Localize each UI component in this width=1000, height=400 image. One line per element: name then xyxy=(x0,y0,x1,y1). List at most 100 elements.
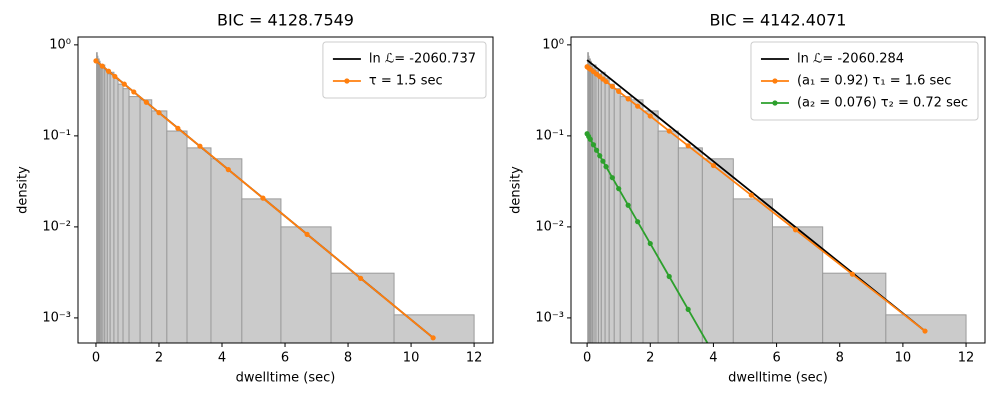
marker xyxy=(625,202,631,208)
legend-label: (a₁ = 0.92) τ₁ = 1.6 sec xyxy=(797,74,951,89)
x-tick-label: 0 xyxy=(92,351,100,366)
legend-marker xyxy=(772,78,778,84)
legend-label: ln ℒ= -2060.284 xyxy=(797,52,904,67)
chart: 0 2 4 6 8 10 12 10⁰ 10⁻¹ 10⁻² 10⁻³ BIC = 4142.4071 d… xyxy=(509,11,986,386)
marker xyxy=(647,113,653,119)
y-tick-label: 10⁻² xyxy=(42,219,71,234)
legend-box xyxy=(750,41,979,121)
legend-label: τ = 1.5 sec xyxy=(369,74,443,89)
marker xyxy=(666,128,672,134)
marker xyxy=(112,73,118,80)
hist-bar xyxy=(280,226,332,343)
hist-bar xyxy=(186,147,212,343)
marker xyxy=(105,68,112,74)
marker xyxy=(93,58,99,64)
hist-bar xyxy=(117,83,124,343)
marker xyxy=(748,192,754,198)
marker xyxy=(358,275,364,281)
hist-bar xyxy=(109,71,115,343)
legend-box xyxy=(322,41,487,99)
x-tick-label: 10 xyxy=(895,351,912,366)
y-axis-label: density xyxy=(509,166,524,214)
marker xyxy=(685,143,691,149)
legend: ln ℒ= -2060.284 (a₁ = 0.92) τ₁ = 1.6 sec (… xyxy=(750,41,979,121)
marker xyxy=(121,81,127,87)
marker xyxy=(603,78,609,85)
x-axis-label: dwelltime (sec) xyxy=(236,371,336,386)
hist-bar xyxy=(166,130,188,343)
marker xyxy=(792,227,799,233)
hist-bar xyxy=(619,96,632,343)
marker xyxy=(600,158,606,164)
chart: 0 2 4 6 8 10 12 10⁰ 10⁻¹ 10⁻² 10⁻³ BIC = 4128.7549 d… xyxy=(16,11,494,386)
marker xyxy=(143,99,149,105)
x-tick-label: 4 xyxy=(218,351,226,366)
plot-area xyxy=(93,52,475,343)
hist-bar xyxy=(241,198,282,343)
legend-marker xyxy=(344,78,350,84)
marker xyxy=(225,167,231,173)
hist-bar xyxy=(139,99,153,343)
hist-bar xyxy=(613,88,621,343)
marker xyxy=(616,88,622,95)
marker xyxy=(590,142,597,148)
y-tick-label: 10⁻² xyxy=(535,219,564,234)
y-tick-label: 10⁰ xyxy=(542,37,564,52)
marker xyxy=(260,195,266,201)
chart-title: BIC = 4142.4071 xyxy=(710,11,847,30)
hist-bar xyxy=(151,110,168,343)
marker xyxy=(647,240,653,247)
marker xyxy=(597,153,603,159)
hist-bar xyxy=(677,147,703,343)
x-tick-label: 4 xyxy=(709,351,717,366)
hist-bar xyxy=(604,77,610,343)
hist-bar xyxy=(642,110,659,343)
x-tick-label: 12 xyxy=(466,351,483,366)
hist-bar xyxy=(113,77,119,343)
legend-marker xyxy=(772,100,778,106)
hist-bar xyxy=(330,272,395,343)
line xyxy=(586,133,709,343)
x-axis-label: dwelltime (sec) xyxy=(728,371,828,386)
plot-area xyxy=(584,52,967,343)
legend-label: ln ℒ= -2060.737 xyxy=(369,52,476,67)
marker xyxy=(175,125,181,131)
hist-bar xyxy=(701,158,734,343)
marker xyxy=(922,328,928,334)
y-tick-label: 10⁻¹ xyxy=(42,128,71,143)
marker xyxy=(131,89,137,95)
marker xyxy=(635,103,641,109)
marker xyxy=(666,273,672,280)
x-tick-label: 2 xyxy=(646,351,654,366)
marker xyxy=(603,164,609,170)
marker xyxy=(685,306,691,313)
chart-title: BIC = 4128.7549 xyxy=(217,11,354,30)
marker xyxy=(156,110,162,116)
hist-bar xyxy=(771,226,824,343)
marker xyxy=(430,335,436,341)
marker xyxy=(593,147,600,153)
legend: ln ℒ= -2060.737 τ = 1.5 sec xyxy=(322,41,487,99)
hist-bar xyxy=(128,96,141,343)
y-tick-label: 10⁻¹ xyxy=(535,128,564,143)
x-tick-label: 2 xyxy=(155,351,163,366)
hist-bar xyxy=(122,88,130,343)
x-tick-label: 8 xyxy=(836,351,844,366)
hist-bar xyxy=(393,314,475,343)
x-tick-label: 6 xyxy=(281,351,289,366)
y-axis-label: density xyxy=(16,166,31,214)
x-tick-label: 10 xyxy=(403,351,420,366)
marker xyxy=(304,231,310,237)
marker xyxy=(197,143,203,149)
x-tick-label: 6 xyxy=(772,351,780,366)
y-tick-label: 10⁰ xyxy=(49,37,71,52)
marker xyxy=(849,271,855,277)
x-tick-label: 12 xyxy=(958,351,975,366)
marker xyxy=(616,186,622,192)
axes-frame xyxy=(570,36,986,344)
marker xyxy=(635,219,641,225)
marker xyxy=(609,175,615,181)
marker xyxy=(587,136,593,142)
marker xyxy=(609,83,615,90)
